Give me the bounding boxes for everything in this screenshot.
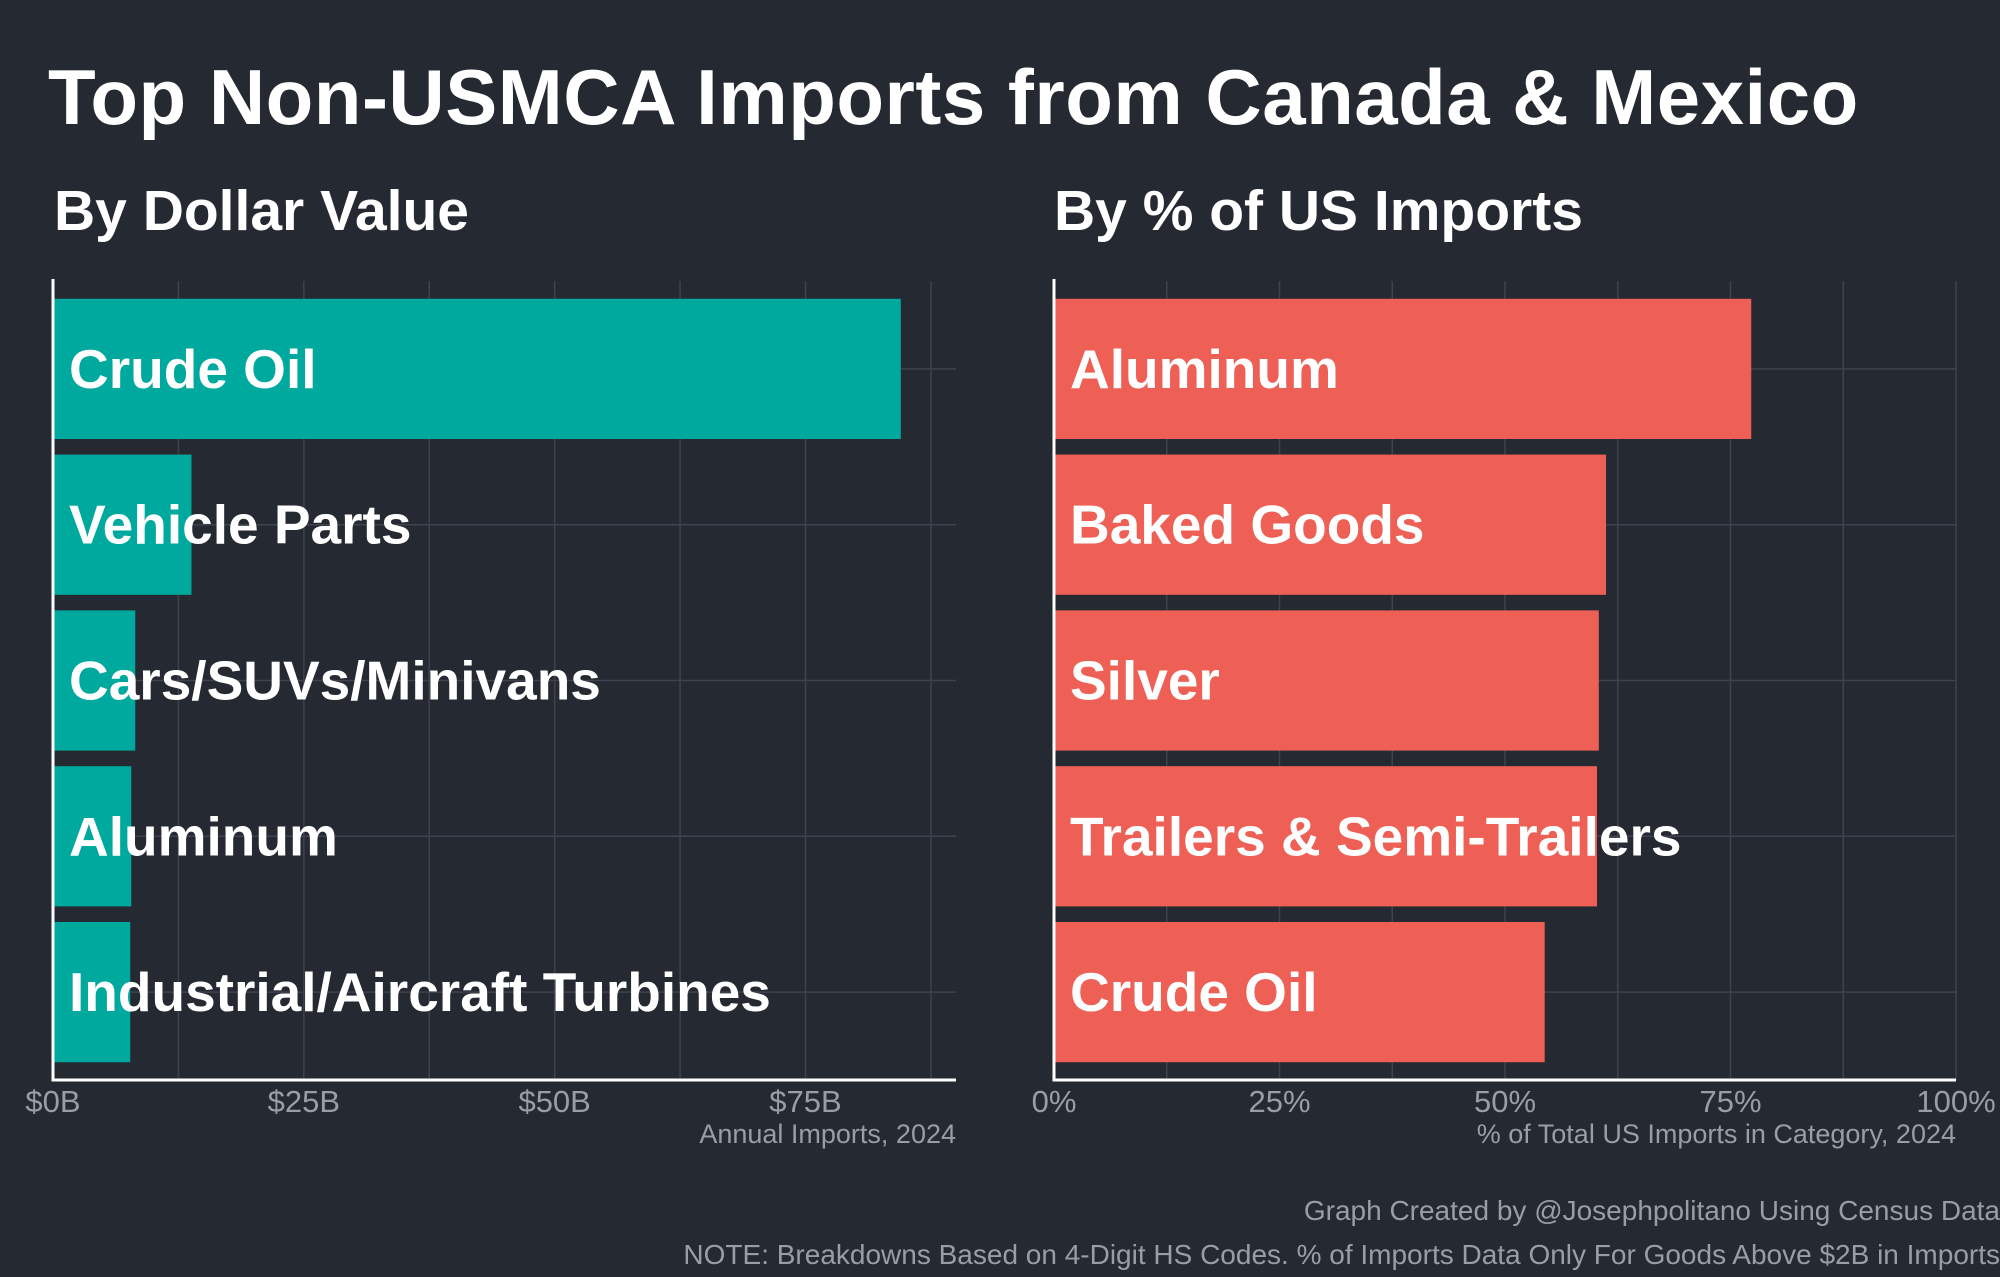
right-bar-label: Trailers & Semi-Trailers [1070, 805, 1681, 867]
right-bar-label: Baked Goods [1070, 494, 1425, 556]
left-bar [53, 921, 131, 1063]
right-x-tick-label: 100% [1916, 1084, 1995, 1119]
right-x-tick-label: 25% [1248, 1084, 1310, 1119]
right-x-tick-label: 50% [1474, 1084, 1536, 1119]
left-bar-label: Cars/SUVs/Minivans [69, 650, 601, 712]
right-x-tick-label: 0% [1032, 1084, 1077, 1119]
right-bar [1054, 921, 1545, 1063]
left-x-tick-label: $0B [25, 1084, 80, 1119]
right-bar [1054, 454, 1607, 595]
right-bar-label: Silver [1070, 650, 1220, 712]
right-x-tick-label: 75% [1699, 1084, 1761, 1119]
left-bar [53, 454, 192, 595]
left-bar-label: Industrial/Aircraft Turbines [69, 961, 771, 1023]
left-x-tick-label: $25B [268, 1084, 340, 1119]
left-panel-title: By Dollar Value [54, 179, 470, 243]
right-bar [1054, 610, 1599, 751]
right-bar-label: Crude Oil [1070, 961, 1318, 1023]
credit-caption: Graph Created by @Josephpolitano Using C… [1303, 1195, 2000, 1226]
left-bar-label: Crude Oil [69, 338, 317, 400]
left-x-axis-label: Annual Imports, 2024 [699, 1119, 956, 1149]
left-x-tick-label: $50B [518, 1084, 590, 1119]
left-bar-label: Aluminum [69, 805, 338, 867]
left-bar [53, 766, 132, 907]
right-x-axis-label: % of Total US Imports in Category, 2024 [1477, 1119, 1956, 1149]
right-panel-title: By % of US Imports [1054, 179, 1583, 243]
chart-title: Top Non-USMCA Imports from Canada & Mexi… [48, 53, 1859, 141]
left-bar [53, 298, 901, 440]
left-x-tick-label: $75B [769, 1084, 841, 1119]
note-caption: NOTE: Breakdowns Based on 4-Digit HS Cod… [683, 1239, 2000, 1270]
left-bar-label: Vehicle Parts [69, 494, 411, 556]
right-bar-label: Aluminum [1070, 338, 1339, 400]
right-bar [1054, 298, 1752, 440]
right-bar [1054, 766, 1598, 907]
left-bar [53, 610, 136, 751]
